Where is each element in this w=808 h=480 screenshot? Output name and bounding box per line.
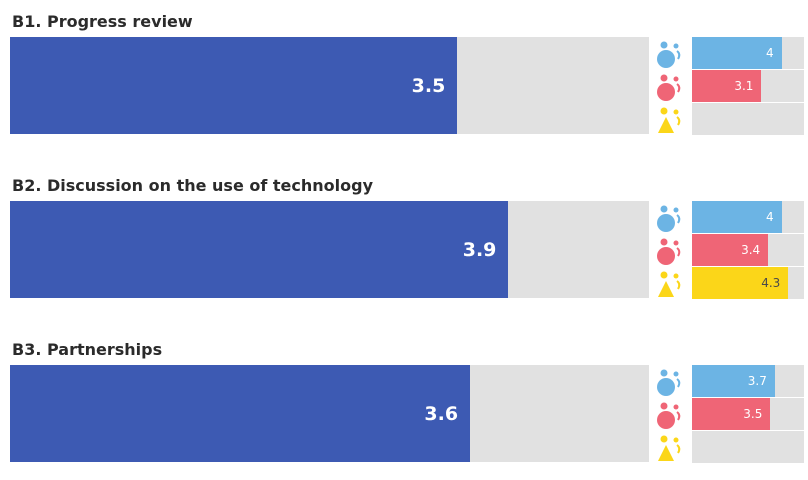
person-icon-red: [657, 402, 681, 429]
item-title: B2. Discussion on the use of technology: [12, 176, 374, 195]
group-row: 4: [656, 37, 804, 69]
group-bar: 3.1: [692, 70, 762, 102]
main-bar-track: 3.6: [10, 365, 649, 462]
person-icon-yellow: [658, 271, 681, 297]
main-bar-track: 3.5: [10, 37, 649, 134]
group-bar-label: 4: [765, 210, 774, 224]
group-bars: 3.7 3.5: [656, 365, 804, 463]
group-bar-track: 3.5: [692, 398, 804, 430]
group-bar-track: [692, 431, 804, 463]
person-icon-yellow: [658, 107, 681, 133]
group-bar-label: 3.7: [747, 374, 767, 388]
person-icon-red: [657, 238, 681, 265]
group-bar-label: 3.5: [743, 407, 763, 421]
group-bars: 4 3.1: [656, 37, 804, 135]
group-bar-label: 4.3: [761, 276, 781, 290]
main-bar-label: 3.5: [411, 74, 446, 97]
main-bar-label: 3.6: [424, 402, 459, 425]
group-row: 3.5: [656, 398, 804, 430]
group-bar: 3.7: [692, 365, 775, 397]
group-bar-track: 3.4: [692, 234, 804, 266]
main-bar: 3.6: [10, 365, 471, 462]
group-bar-track: 4: [692, 37, 804, 69]
group-bar-track: 3.1: [692, 70, 804, 102]
person-icon-blue: [657, 205, 681, 232]
group-bar: 4: [692, 201, 782, 233]
item-title: B3. Partnerships: [12, 340, 163, 359]
group-bar-label: 3.4: [741, 243, 761, 257]
group-row: 3.1: [656, 70, 804, 102]
group-row: [656, 103, 804, 135]
group-bar: 4.3: [692, 267, 789, 299]
main-bar: 3.5: [10, 37, 458, 134]
group-bar: 4: [692, 37, 782, 69]
group-row: 4: [656, 201, 804, 233]
group-row: 4.3: [656, 267, 804, 299]
group-row: [656, 431, 804, 463]
group-bar-track: 4.3: [692, 267, 804, 299]
person-icon-yellow: [658, 435, 681, 461]
chart-item-b1: B1. Progress review 3.5 4 3.1: [0, 12, 808, 152]
group-row: 3.7: [656, 365, 804, 397]
group-bar: 3.4: [692, 234, 769, 266]
group-bar-track: 4: [692, 201, 804, 233]
main-bar: 3.9: [10, 201, 509, 298]
item-title: B1. Progress review: [12, 12, 193, 31]
group-bar-label: 3.1: [734, 79, 754, 93]
person-icon-red: [657, 74, 681, 101]
main-bar-label: 3.9: [462, 238, 497, 261]
group-bar-label: 4: [765, 46, 774, 60]
chart-item-b2: B2. Discussion on the use of technology …: [0, 176, 808, 316]
group-bar: 3.5: [692, 398, 771, 430]
chart-item-b3: B3. Partnerships 3.6 3.7 3.5: [0, 340, 808, 480]
group-bar-track: 3.7: [692, 365, 804, 397]
group-row: 3.4: [656, 234, 804, 266]
group-bar-track: [692, 103, 804, 135]
person-icon-blue: [657, 369, 681, 396]
person-icon-blue: [657, 41, 681, 68]
group-bars: 4 3.4 4.3: [656, 201, 804, 299]
main-bar-track: 3.9: [10, 201, 649, 298]
